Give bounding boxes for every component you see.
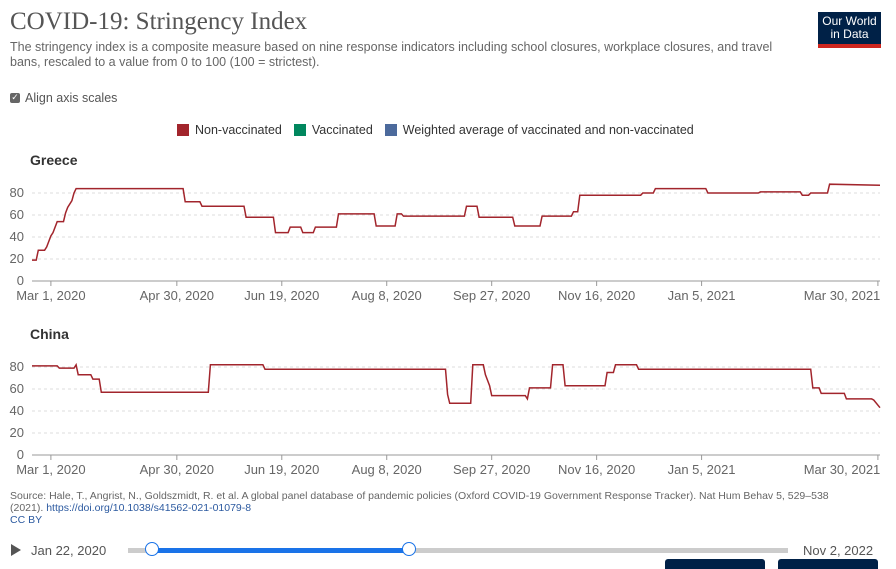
x-tick-label: Aug 8, 2020 [352,288,422,303]
y-tick-label: 20 [10,251,24,266]
x-tick-label: Sep 27, 2020 [453,462,530,477]
legend-item-non-vaccinated[interactable]: Non-vaccinated [177,123,282,137]
source-text: Source: Hale, T., Angrist, N., Goldszmid… [10,490,829,514]
play-icon[interactable] [11,544,21,556]
x-tick-label: Apr 30, 2020 [140,462,214,477]
source-link[interactable]: https://doi.org/10.1038/s41562-021-01079… [46,502,252,514]
x-tick-label: Mar 1, 2020 [16,288,85,303]
chart-title: COVID-19: Stringency Index [10,8,308,35]
logo-line-1: Our World [822,14,877,28]
align-axis-label: Align axis scales [25,91,118,105]
timeline-start-handle[interactable] [145,542,159,556]
timeline-selected-range [152,548,409,553]
legend: Non-vaccinated Vaccinated Weighted avera… [177,123,694,137]
y-tick-label: 20 [10,425,24,440]
license-link[interactable]: CC BY [10,514,43,526]
x-tick-label: Jun 19, 2020 [244,462,319,477]
x-tick-label: Jan 5, 2021 [668,288,736,303]
x-tick-label: Aug 8, 2020 [352,462,422,477]
legend-label: Weighted average of vaccinated and non-v… [402,123,694,137]
x-tick-label: Nov 16, 2020 [558,462,635,477]
legend-item-weighted-average[interactable]: Weighted average of vaccinated and non-v… [384,123,694,137]
x-tick-label: Nov 16, 2020 [558,288,635,303]
toolbar-button[interactable] [778,559,878,569]
y-tick-label: 40 [10,403,24,418]
x-tick-label: Jan 5, 2021 [668,462,736,477]
y-tick-label: 80 [10,359,24,374]
legend-swatch [384,124,397,136]
y-tick-label: 80 [10,185,24,200]
timeline-end-handle[interactable] [402,542,416,556]
chart-panel-title: Greece [30,152,78,168]
chart-subtitle: The stringency index is a composite meas… [10,40,773,69]
y-tick-label: 60 [10,381,24,396]
legend-label: Vaccinated [311,123,373,137]
checkbox-checked-icon[interactable]: ✓ [10,93,20,103]
x-tick-label: Mar 1, 2020 [16,462,85,477]
x-tick-label: Apr 30, 2020 [140,288,214,303]
legend-swatch [293,124,306,136]
chart-china: China 0 20 40 60 80 Mar 1, 2020 Apr 30, 2020 Jun… [10,326,881,477]
align-axis-toggle[interactable]: ✓ Align axis scales [10,91,117,105]
series-line-non-vaccinated[interactable] [32,183,881,261]
logo-accent-bar [818,44,881,48]
timeline-track[interactable] [128,548,788,553]
legend-item-vaccinated[interactable]: Vaccinated [293,123,373,137]
source-note: Source: Hale, T., Angrist, N., Goldszmid… [10,490,840,526]
logo-line-2: in Data [830,27,869,41]
x-tick-label: Mar 30, 2021 [804,288,881,303]
x-tick-label: Sep 27, 2020 [453,288,530,303]
chart-greece: Greece 0 20 40 60 80 Mar 1, 2020 Apr 30, 2020 Ju… [10,152,881,303]
x-tick-label: Jun 19, 2020 [244,288,319,303]
y-tick-label: 60 [10,207,24,222]
legend-swatch [177,124,189,136]
timeline: Jan 22, 2020 Nov 2, 2022 [0,536,896,569]
legend-label: Non-vaccinated [195,123,282,137]
x-tick-label: Mar 30, 2021 [804,462,881,477]
toolbar-button[interactable] [665,559,765,569]
y-tick-label: 0 [17,273,24,288]
timeline-end-label: Nov 2, 2022 [803,543,874,558]
timeline-start-label: Jan 22, 2020 [31,543,107,558]
owid-logo[interactable]: Our World in Data [818,12,881,48]
y-tick-label: 0 [17,447,24,462]
chart-panel-title: China [30,326,69,342]
y-tick-label: 40 [10,229,24,244]
series-line-non-vaccinated[interactable] [32,362,881,409]
